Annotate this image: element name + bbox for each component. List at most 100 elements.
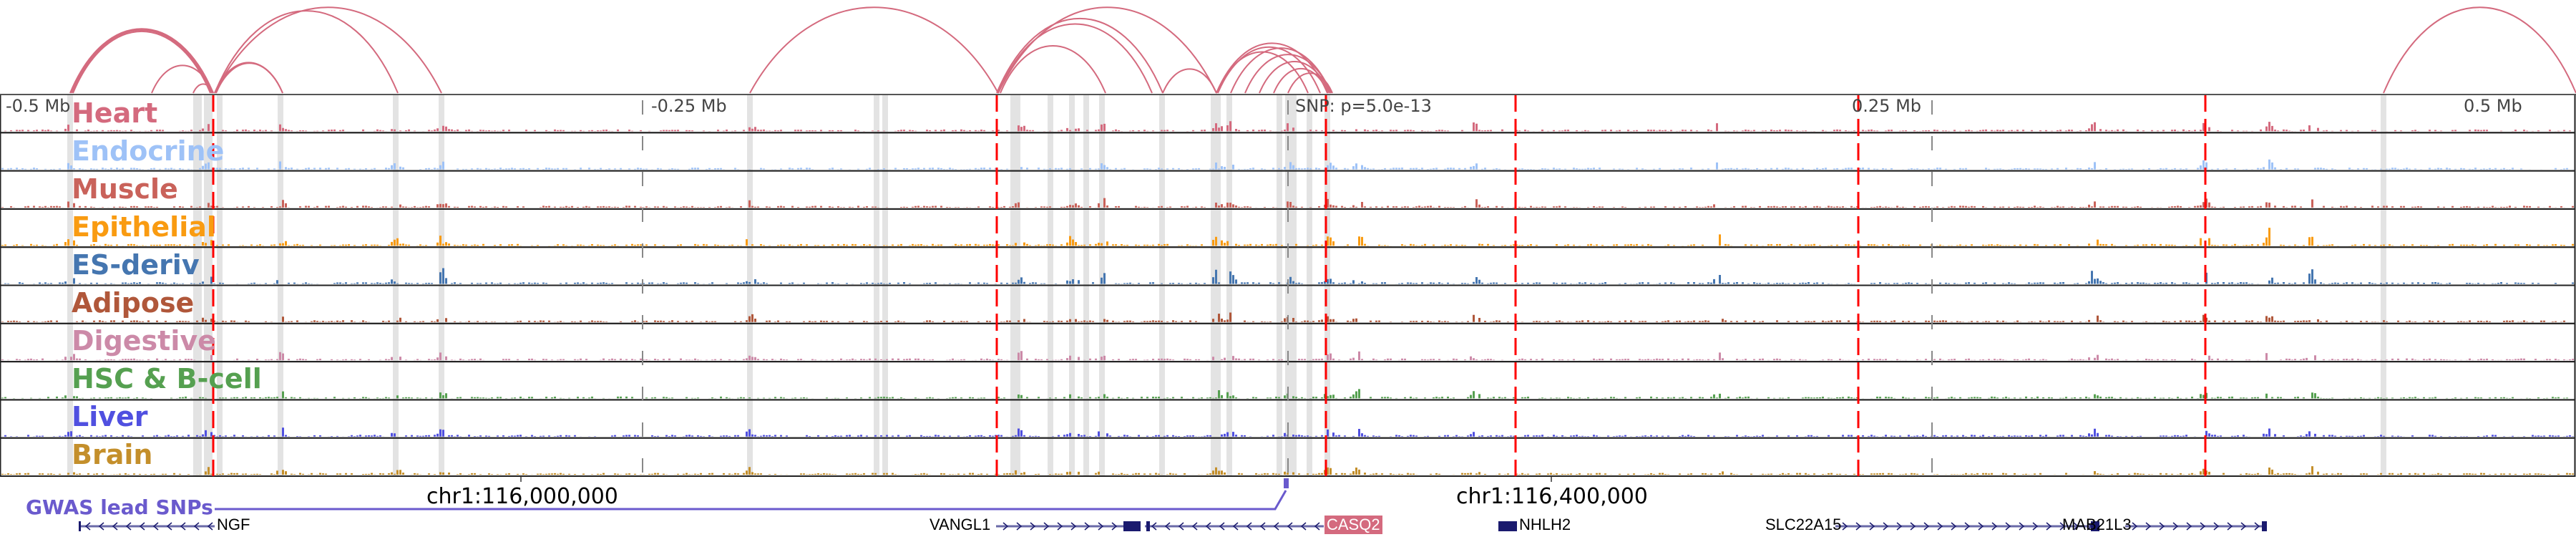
strand-arrow-right-icon xyxy=(1978,522,1984,531)
gene-label-slc22a15[interactable]: SLC22A15 xyxy=(1765,516,1842,533)
strand-arrow-right-icon xyxy=(1883,522,1889,531)
loop-arc xyxy=(69,28,214,94)
strand-arrow-right-icon xyxy=(2159,522,2165,531)
strand-arrow-left-icon xyxy=(1205,522,1211,531)
strand-arrow-left-icon xyxy=(84,522,91,531)
strand-arrow-left-icon xyxy=(1178,522,1184,531)
gwas-lead-snps-label: GWAS lead SNPs xyxy=(26,495,213,519)
gwas-connector-line xyxy=(215,490,1287,511)
strand-arrow-right-icon xyxy=(1910,522,1916,531)
loop-arc xyxy=(1162,68,1217,94)
axis-label-left: -0.5 Mb xyxy=(6,96,71,116)
loop-arc xyxy=(151,64,214,94)
strand-arrow-right-icon xyxy=(1842,522,1848,531)
signal-bars xyxy=(1,198,2574,208)
strand-arrow-right-icon xyxy=(2132,522,2138,531)
strand-arrow-right-icon xyxy=(2032,522,2039,531)
gene-exon xyxy=(1498,521,1517,531)
loop-arc xyxy=(214,6,442,94)
strand-arrow-left-icon xyxy=(1232,522,1239,531)
signal-track-brain xyxy=(0,437,2576,478)
strand-arrow-right-icon xyxy=(1855,522,1862,531)
loop-arc xyxy=(1216,51,1309,94)
strand-arrow-left-icon xyxy=(1300,522,1307,531)
strand-arrow-left-icon xyxy=(1191,522,1198,531)
strand-arrow-left-icon xyxy=(98,522,104,531)
strand-arrow-right-icon xyxy=(2059,522,2066,531)
loop-arc xyxy=(1216,42,1328,94)
signal-bars xyxy=(4,121,2571,132)
track-label-heart: Heart xyxy=(72,97,158,129)
track-label-epithelial: Epithelial xyxy=(72,211,216,243)
strand-arrow-left-icon xyxy=(1246,522,1252,531)
loop-arc xyxy=(1259,61,1330,94)
gene-models xyxy=(79,478,2267,531)
strand-arrow-right-icon xyxy=(1937,522,1943,531)
strand-arrow-right-icon xyxy=(1030,522,1036,531)
strand-arrow-right-icon xyxy=(1016,522,1023,531)
strand-arrow-right-icon xyxy=(2073,522,2079,531)
strand-arrow-left-icon xyxy=(1164,522,1171,531)
strand-arrow-left-icon xyxy=(152,522,159,531)
gwas-snp-marker xyxy=(1284,478,1289,488)
strand-arrow-right-icon xyxy=(2019,522,2025,531)
strand-arrow-left-icon xyxy=(112,522,118,531)
strand-arrow-right-icon xyxy=(1964,522,1971,531)
track-label-adipose: Adipose xyxy=(72,287,195,319)
loop-arc xyxy=(215,62,283,94)
strand-arrow-right-icon xyxy=(1084,522,1091,531)
coordinate-label-2: chr1:116,400,000 xyxy=(1456,484,1648,509)
track-label-liver: Liver xyxy=(72,401,148,432)
strand-arrow-left-icon xyxy=(1219,522,1225,531)
strand-arrow-right-icon xyxy=(2005,522,2011,531)
signal-bars xyxy=(1,466,2574,475)
gene-exon xyxy=(2262,521,2267,531)
marker-lines xyxy=(0,94,2576,482)
loop-arc xyxy=(1000,45,1106,94)
loop-arc xyxy=(997,23,1153,94)
strand-arrow-left-icon xyxy=(180,522,186,531)
track-frame xyxy=(0,437,2576,478)
strand-arrow-right-icon xyxy=(2046,522,2052,531)
track-label-digestive: Digestive xyxy=(72,325,216,357)
strand-arrow-left-icon xyxy=(207,522,213,531)
strand-arrow-right-icon xyxy=(2172,522,2179,531)
gene-exon xyxy=(1123,521,1141,531)
strand-arrow-right-icon xyxy=(1043,522,1050,531)
gene-exon xyxy=(79,521,81,531)
strand-arrow-left-icon xyxy=(1287,522,1293,531)
strand-arrow-left-icon xyxy=(1259,522,1266,531)
loop-arc xyxy=(1273,67,1329,94)
gene-label-nhlh2[interactable]: NHLH2 xyxy=(1519,516,1571,533)
strand-arrow-right-icon xyxy=(2145,522,2152,531)
strand-arrow-right-icon xyxy=(2186,522,2192,531)
track-label-muscle: Muscle xyxy=(72,173,178,205)
strand-arrow-right-icon xyxy=(1098,522,1104,531)
strand-arrow-right-icon xyxy=(1951,522,1957,531)
strand-arrow-right-icon xyxy=(2240,522,2247,531)
strand-arrow-right-icon xyxy=(2227,522,2233,531)
loop-arc xyxy=(2383,6,2576,94)
gene-label-vangl1[interactable]: VANGL1 xyxy=(930,516,991,533)
strand-arrow-left-icon xyxy=(125,522,132,531)
gene-label-ngf[interactable]: NGF xyxy=(217,516,250,533)
track-label-es-deriv: ES-deriv xyxy=(72,249,200,281)
strand-arrow-left-icon xyxy=(166,522,172,531)
strand-arrow-right-icon xyxy=(2254,522,2260,531)
strand-arrow-right-icon xyxy=(2200,522,2206,531)
loop-arc xyxy=(749,6,999,94)
chromatin-loop-arcs xyxy=(69,6,2576,94)
gene-label-mab21l3[interactable]: MAB21L3 xyxy=(2062,516,2132,533)
loop-arc xyxy=(192,83,214,94)
strand-arrow-right-icon xyxy=(1002,522,1009,531)
gene-exon xyxy=(1146,521,1150,531)
loop-arc xyxy=(1244,54,1332,94)
gene-exon xyxy=(2091,521,2099,531)
loop-arc xyxy=(71,29,213,94)
strand-arrow-left-icon xyxy=(193,522,200,531)
loop-arc xyxy=(72,31,211,94)
strand-arrow-left-icon xyxy=(1273,522,1279,531)
gene-label-casq2[interactable]: CASQ2 xyxy=(1324,516,1382,534)
strand-arrow-left-icon xyxy=(1314,522,1320,531)
